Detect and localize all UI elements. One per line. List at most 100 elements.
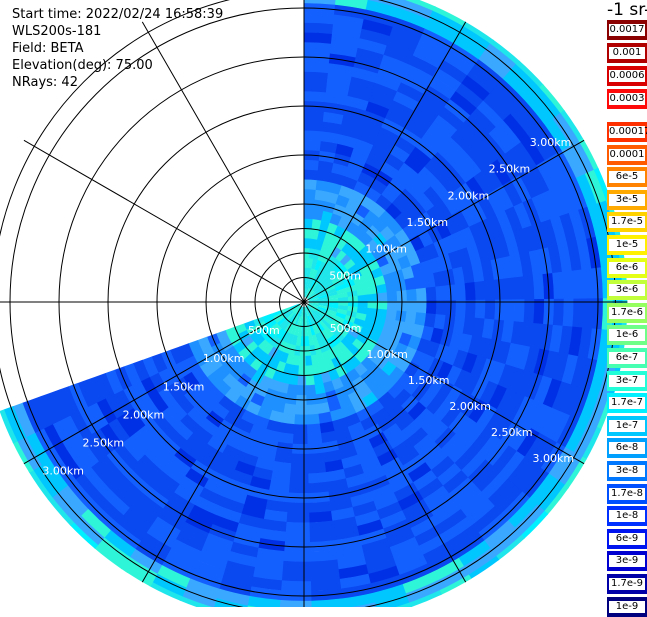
radar-cell	[304, 62, 330, 74]
radar-cell	[304, 179, 317, 190]
range-ring-label: 1.00km	[365, 243, 407, 256]
range-ring-label: 3.00km	[530, 136, 572, 149]
range-ring-label: 1.00km	[203, 352, 245, 365]
radar-cell	[289, 473, 309, 484]
radar-cell	[304, 140, 322, 151]
radar-cell	[308, 501, 331, 513]
radar-cell	[304, 91, 327, 102]
radar-cell	[465, 300, 476, 319]
radar-cell	[280, 580, 312, 591]
colorbar-swatch: 6e-5	[607, 167, 647, 187]
radar-cell	[294, 414, 307, 425]
colorbar-swatch: 1.7e-9	[607, 574, 647, 594]
radar-cell	[304, 81, 328, 92]
radar-cell	[475, 300, 486, 320]
radar-cell	[455, 283, 466, 301]
radar-cell	[553, 299, 564, 327]
colorbar-swatch: 0.0001	[607, 145, 647, 165]
radar-cell	[294, 405, 306, 416]
radar-cell	[286, 502, 309, 513]
colorbar-label: 1.7e-9	[609, 578, 645, 590]
colorbar-swatch: 3e-7	[607, 371, 647, 391]
radar-cell	[307, 453, 325, 464]
colorbar-label: 0.0003	[609, 93, 645, 105]
range-ring-label: 1.50km	[406, 216, 448, 229]
radar-cell	[293, 424, 307, 435]
range-ring-label: 2.50km	[491, 426, 533, 439]
radar-cell	[504, 299, 515, 322]
start-time-label: Start time: 2022/02/24 16:58:39	[12, 6, 223, 23]
radar-cell	[305, 365, 313, 376]
radar-cell	[306, 385, 316, 396]
colorbar-label: 1e-8	[609, 510, 645, 522]
radar-cell	[533, 299, 544, 325]
radar-cell	[426, 300, 437, 314]
colorbar-label: 3e-7	[609, 375, 645, 387]
colorbar-swatch: 0.0006	[607, 66, 647, 86]
radar-cell	[304, 71, 329, 83]
range-ring-label: 500m	[329, 269, 361, 282]
radar-cell	[572, 270, 584, 301]
radar-cell	[436, 300, 447, 316]
radar-cell	[304, 111, 325, 122]
radar-cell	[358, 295, 369, 302]
range-ring-label: 2.00km	[448, 189, 490, 202]
radar-cell	[308, 482, 329, 494]
radar-cell	[377, 292, 388, 301]
radar-cell	[307, 472, 327, 484]
colorbar-swatch: 0.0017	[607, 20, 647, 40]
radar-cell	[304, 120, 324, 131]
colorbar-swatch: 1e-6	[607, 325, 647, 345]
radar-cell	[367, 293, 378, 301]
radar-cell	[484, 280, 495, 301]
range-ring-label: 2.50km	[489, 163, 531, 176]
radar-cell	[292, 434, 308, 445]
elevation-label: Elevation(deg): 75.00	[12, 57, 223, 74]
colorbar-swatch: 3e-5	[607, 190, 647, 210]
colorbar-label: 1.7e-7	[609, 397, 645, 409]
colorbar-unit: -1 sr-1	[607, 0, 647, 20]
radar-cell	[285, 512, 309, 523]
colorbar-label: 3e-9	[609, 555, 645, 567]
range-ring-label: 500m	[248, 324, 280, 337]
colorbar-label: 6e-6	[609, 262, 645, 274]
colorbar-label: 0.0006	[609, 70, 645, 82]
colorbar-swatch: 6e-6	[607, 258, 647, 278]
radar-cell	[298, 365, 306, 375]
radar-cell	[305, 375, 314, 386]
radar-cell	[514, 299, 525, 323]
radar-cell	[307, 433, 323, 444]
colorbar-label: 0.0017	[609, 24, 645, 36]
range-ring-label: 3.00km	[42, 465, 84, 478]
radar-cell	[304, 160, 320, 171]
radar-cell	[387, 291, 398, 301]
radar-cell	[474, 281, 485, 301]
radar-cell	[282, 551, 310, 562]
colorbar-swatch: 1.7e-5	[607, 212, 647, 232]
radar-cell	[582, 298, 593, 330]
field-label: Field: BETA	[12, 40, 223, 57]
colorbar-label: 0.001	[609, 47, 645, 59]
radar-cell	[278, 600, 312, 607]
radar-cell	[304, 189, 316, 200]
radar-cell	[288, 483, 309, 494]
radar-cell	[304, 13, 336, 25]
range-ring-label: 2.50km	[83, 437, 125, 450]
colorbar-label: 1.7e-6	[609, 307, 645, 319]
colorbar-label: 0.0001	[609, 149, 645, 161]
range-ring-label: 2.00km	[449, 400, 491, 413]
colorbar-swatch: 0.001	[607, 43, 647, 63]
colorbar-label: 1.7e-5	[609, 216, 645, 228]
colorbar-label: 1e-6	[609, 329, 645, 341]
radar-cell	[280, 571, 310, 582]
colorbar-label: 3e-5	[609, 194, 645, 206]
radar-cell	[296, 385, 306, 395]
colorbar-label: 1.7e-8	[609, 488, 645, 500]
radar-cell	[285, 522, 310, 533]
radar-cell	[284, 531, 310, 542]
colorbar-label: 6e-9	[609, 533, 645, 545]
colorbar-swatch: 1.7e-8	[607, 484, 647, 504]
radar-cell	[562, 271, 574, 300]
radar-cell	[504, 277, 516, 300]
